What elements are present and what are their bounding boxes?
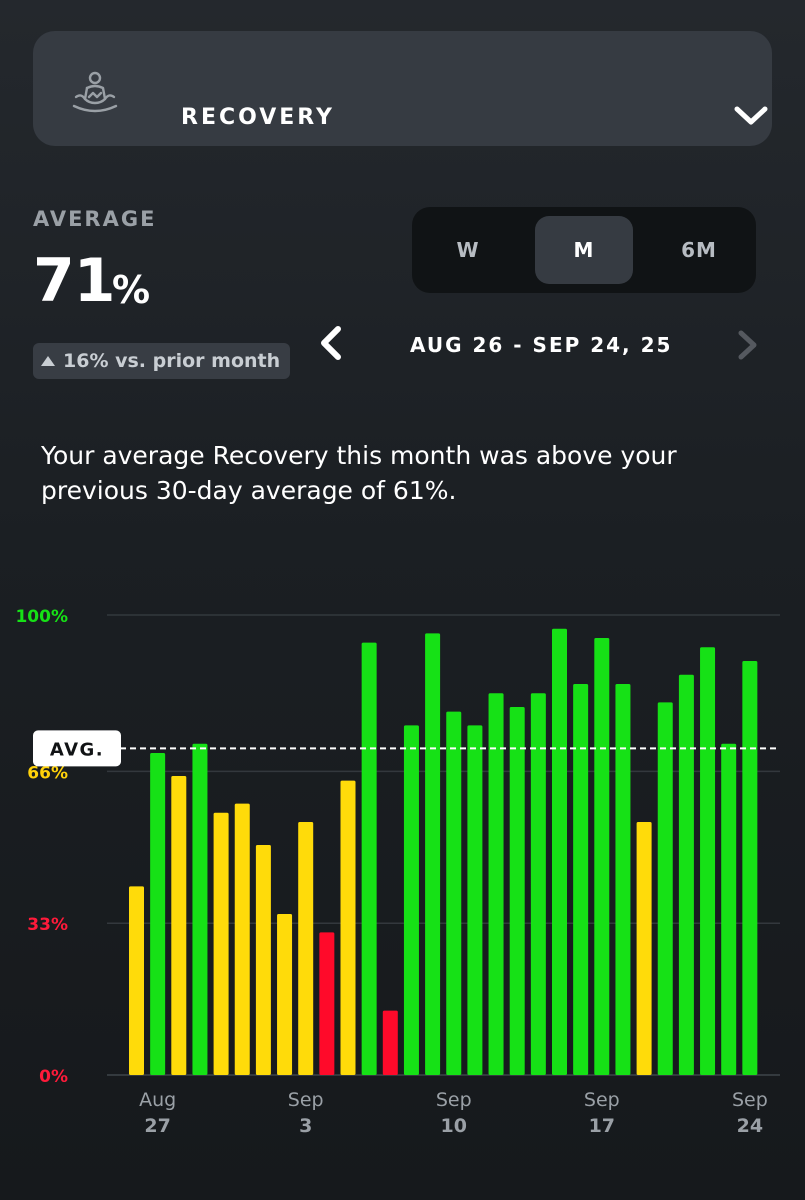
x-axis-labels: Aug 27 Sep 3 Sep 10 Sep 17 Sep 24: [139, 1089, 768, 1137]
recovery-bar[interactable]: [255, 845, 271, 1075]
metric-title: RECOVERY: [181, 105, 335, 130]
recovery-bar[interactable]: [657, 702, 673, 1075]
recovery-bar[interactable]: [298, 822, 314, 1075]
recovery-bar[interactable]: [361, 642, 377, 1075]
y-axis-labels: 100% 66% 33% 0%: [15, 607, 68, 1087]
recovery-bar[interactable]: [213, 812, 229, 1075]
x-tick-month: Sep: [288, 1089, 324, 1111]
x-tick-day: 3: [299, 1115, 312, 1137]
x-tick-day: 10: [441, 1115, 467, 1137]
recovery-bar[interactable]: [382, 1010, 398, 1075]
chevron-right-icon[interactable]: [735, 330, 761, 360]
recovery-bar[interactable]: [446, 711, 462, 1075]
y-tick-label: 100%: [15, 607, 68, 627]
recovery-bar[interactable]: [425, 633, 441, 1075]
average-label: AVERAGE: [33, 207, 157, 231]
recovery-bar[interactable]: [277, 914, 293, 1075]
x-tick-day: 17: [589, 1115, 615, 1137]
delta-badge: 16% vs. prior month: [33, 343, 291, 379]
recovery-bar[interactable]: [192, 743, 208, 1075]
recovery-bar[interactable]: [615, 684, 631, 1075]
recovery-bar[interactable]: [552, 628, 567, 1075]
recovery-bar[interactable]: [234, 803, 250, 1075]
delta-text: 16% vs. prior month: [63, 350, 281, 372]
recovery-bar[interactable]: [467, 725, 483, 1075]
recovery-bar[interactable]: [594, 638, 610, 1075]
recovery-bar[interactable]: [403, 725, 419, 1075]
x-tick-day: 24: [737, 1115, 763, 1137]
recovery-bar[interactable]: [129, 886, 144, 1075]
x-tick-month: Sep: [436, 1089, 472, 1111]
average-line-group: AVG.: [33, 730, 780, 767]
chevron-left-icon[interactable]: [316, 325, 346, 361]
recovery-bar[interactable]: [171, 776, 187, 1075]
recovery-bar[interactable]: [573, 684, 589, 1075]
average-tag-label: AVG.: [50, 739, 104, 760]
recovery-bar[interactable]: [150, 753, 166, 1075]
insight-text: Your average Recovery this month was abo…: [41, 441, 677, 505]
recovery-bar[interactable]: [742, 661, 758, 1075]
recovery-bar[interactable]: [340, 780, 356, 1075]
x-tick-day: 27: [144, 1115, 170, 1137]
recovery-bar[interactable]: [530, 693, 546, 1075]
average-value: 71: [33, 246, 115, 316]
recovery-bar[interactable]: [700, 647, 716, 1075]
x-tick-month: Sep: [584, 1089, 620, 1111]
x-tick-month: Sep: [732, 1089, 768, 1111]
triangle-up-icon: [41, 356, 55, 366]
metric-selector[interactable]: RECOVERY: [33, 31, 772, 146]
recovery-bar[interactable]: [636, 822, 652, 1075]
date-range-label: AUG 26 - SEP 24, 25: [410, 333, 673, 357]
x-tick-month: Aug: [139, 1089, 176, 1111]
range-selector: W M 6M: [412, 207, 756, 293]
recovery-bar[interactable]: [319, 932, 335, 1075]
range-option-m[interactable]: M: [535, 216, 633, 284]
recovery-bar[interactable]: [509, 707, 525, 1075]
y-tick-label: 66%: [27, 763, 68, 783]
recovery-bar-chart: 100% 66% 33% 0% Aug 27 Sep 3 Sep 10 Sep 17 Sep 24 AV…: [15, 607, 780, 1137]
y-tick-label: 33%: [27, 915, 68, 935]
meditation-icon: [72, 71, 118, 113]
y-tick-label: 0%: [39, 1067, 68, 1087]
range-option-w[interactable]: W: [456, 238, 480, 262]
range-option-6m[interactable]: 6M: [681, 238, 717, 262]
chevron-down-icon[interactable]: [733, 105, 769, 129]
average-unit: %: [112, 268, 151, 312]
recovery-bar[interactable]: [488, 693, 504, 1075]
chart-bars: [129, 628, 758, 1075]
recovery-bar[interactable]: [721, 743, 737, 1075]
average-tag: [33, 730, 121, 767]
recovery-bar[interactable]: [678, 674, 694, 1075]
